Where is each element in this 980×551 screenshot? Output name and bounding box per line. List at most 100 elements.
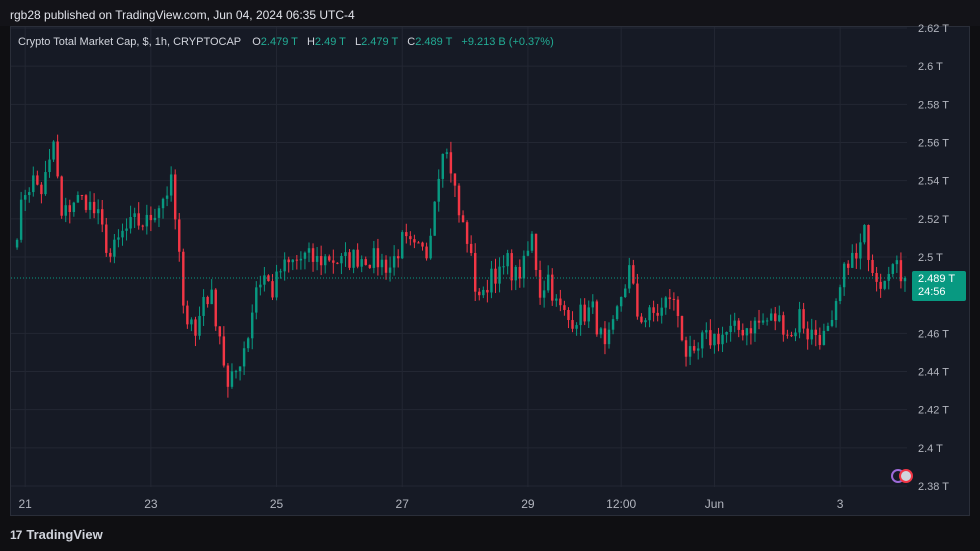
candle-body xyxy=(765,320,769,322)
candle-body xyxy=(729,325,732,333)
candle-body xyxy=(190,319,193,325)
symbol-name: Crypto Total Market Cap, $, 1h, CRYPTOCA… xyxy=(18,36,242,48)
us-flag-icon[interactable] xyxy=(899,469,913,483)
close-label: C xyxy=(407,36,416,48)
candle-body xyxy=(855,252,858,259)
candle-body xyxy=(506,253,509,267)
candle-body xyxy=(782,315,785,335)
candle-body xyxy=(413,239,416,243)
tradingview-mark-icon: 17 xyxy=(10,527,22,542)
y-tick-label: 2.4 T xyxy=(918,443,943,455)
candle-body xyxy=(530,233,534,251)
candle-body xyxy=(238,366,242,372)
candle-body xyxy=(563,305,566,310)
candle-body xyxy=(137,213,140,226)
candle-body xyxy=(15,239,19,248)
candle-body xyxy=(328,256,331,261)
low-label: L xyxy=(354,36,362,48)
candle-body xyxy=(490,268,493,293)
low-value: 2.479 T xyxy=(361,36,399,48)
candle-body xyxy=(542,290,546,298)
candle-body xyxy=(218,326,222,337)
candle-body xyxy=(157,208,161,218)
candle-body xyxy=(384,259,388,273)
candle-body xyxy=(579,304,582,326)
y-tick-label: 2.62 T xyxy=(918,23,949,35)
candle-body xyxy=(210,289,213,305)
candle-body xyxy=(891,264,895,274)
candle-body xyxy=(246,338,250,349)
candle-body xyxy=(453,173,457,186)
candle-body xyxy=(559,298,562,306)
candle-body xyxy=(555,298,558,301)
candle-body xyxy=(721,334,724,345)
candle-body xyxy=(640,316,643,323)
tradingview-logo[interactable]: 17 TradingView xyxy=(10,527,103,542)
close-value: 2.489 T xyxy=(415,36,453,48)
candle-body xyxy=(648,307,651,321)
candle-body xyxy=(287,259,290,263)
candle-body xyxy=(376,248,380,268)
candle-body xyxy=(494,268,497,284)
candle-body xyxy=(587,307,590,322)
candle-body xyxy=(109,252,112,257)
candle-body xyxy=(267,275,270,282)
candle-body xyxy=(48,159,51,173)
candle-body xyxy=(80,194,84,196)
candle-body xyxy=(323,256,327,266)
candle-body xyxy=(514,266,517,281)
candle-body xyxy=(368,264,372,268)
candle-body xyxy=(615,306,619,320)
candle-body xyxy=(52,141,55,160)
candle-body xyxy=(522,255,526,279)
candle-body xyxy=(409,236,412,240)
last-price-value: 2.489 T xyxy=(918,273,956,285)
candle-body xyxy=(182,251,185,306)
candle-body xyxy=(198,315,201,336)
candle-body xyxy=(319,256,323,266)
candle-body xyxy=(129,217,132,229)
publish-header: rgb28 published on TradingView.com, Jun … xyxy=(0,0,980,26)
candle-body xyxy=(652,307,655,313)
candle-body xyxy=(575,325,578,329)
candle-body xyxy=(36,175,39,185)
candle-body xyxy=(125,228,128,231)
candle-body xyxy=(684,340,688,357)
candle-body xyxy=(392,256,396,268)
publish-info: rgb28 published on TradingView.com, Jun … xyxy=(10,8,355,22)
candle-body xyxy=(745,328,749,336)
open-label: O xyxy=(252,36,261,48)
x-tick-label: 27 xyxy=(396,497,410,511)
candle-body xyxy=(546,274,550,291)
candle-body xyxy=(32,175,35,193)
candle-body xyxy=(441,153,444,179)
candle-body xyxy=(372,248,376,268)
candle-body xyxy=(709,330,712,346)
candle-body xyxy=(40,184,43,195)
candle-body xyxy=(344,252,347,256)
candle-body xyxy=(822,330,826,345)
bar-countdown: 24:56 xyxy=(918,286,946,298)
candle-body xyxy=(688,346,692,357)
candle-body xyxy=(417,242,420,244)
candle-body xyxy=(534,233,538,270)
candle-body xyxy=(84,195,88,210)
footer xyxy=(0,516,980,551)
chart-pane[interactable] xyxy=(10,26,970,516)
candle-body xyxy=(352,249,355,268)
candle-body xyxy=(668,297,672,299)
candle-body xyxy=(311,248,315,262)
candle-body xyxy=(628,265,631,289)
candle-body xyxy=(749,328,753,334)
candle-body xyxy=(173,174,177,220)
candle-body xyxy=(567,309,570,321)
candle-body xyxy=(44,172,47,195)
candle-body xyxy=(624,288,627,298)
candle-body xyxy=(875,272,878,282)
candle-body xyxy=(425,246,428,259)
candle-body xyxy=(692,346,696,351)
x-tick-label: 25 xyxy=(270,497,284,511)
candle-body xyxy=(474,253,477,292)
candle-body xyxy=(299,258,303,261)
